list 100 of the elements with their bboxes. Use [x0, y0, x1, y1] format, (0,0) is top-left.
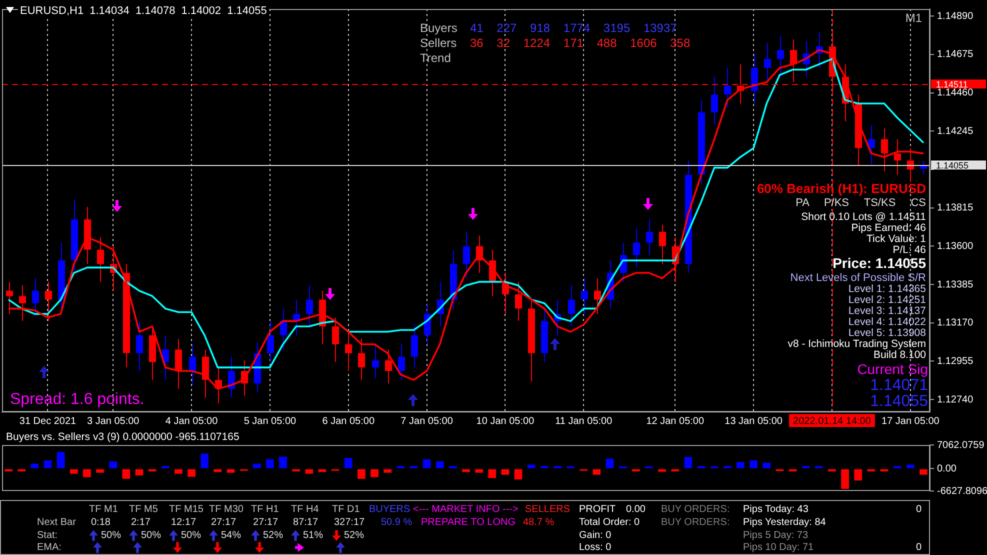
x-tick-label: 10 Jan 05:00	[476, 416, 535, 427]
bar	[841, 469, 849, 489]
candlestick	[332, 316, 339, 363]
candlestick	[97, 236, 104, 282]
annotation: M1	[905, 11, 922, 25]
annotation: P/L: 46	[892, 244, 926, 256]
annotation: Next Levels of Possible S/R	[790, 272, 926, 284]
text: 50%	[141, 530, 162, 541]
annotation: Trend	[420, 51, 451, 65]
bar	[266, 459, 274, 468]
text: 50%	[181, 530, 202, 541]
candlestick	[228, 356, 235, 398]
bar	[436, 461, 444, 468]
bar	[109, 461, 118, 468]
annotation: Current Sig	[857, 361, 928, 377]
text: 0:18	[91, 517, 110, 528]
text: PROFIT	[579, 504, 616, 515]
bar	[122, 469, 130, 479]
bar	[854, 469, 862, 480]
bar	[318, 469, 326, 472]
text: Pips 5 Day: 73	[743, 530, 808, 541]
bar	[44, 460, 52, 468]
bar	[30, 464, 39, 468]
y-tick-label: 1.13385	[937, 279, 974, 290]
y-tick-label: 1.13815	[937, 202, 974, 214]
bar	[906, 464, 914, 468]
annotation: v8 - Ichimoku Trading System	[788, 338, 926, 350]
x-tick-label: 31 Dec 2021	[19, 416, 77, 427]
candlestick	[646, 218, 653, 256]
text: TF M15	[169, 504, 204, 515]
bar	[252, 464, 261, 468]
x-tick-label: 12 Jan 05:00	[646, 416, 704, 427]
text: 52%	[263, 530, 284, 541]
y-tick-label: 1.14245	[937, 126, 974, 137]
text: 51%	[303, 530, 324, 541]
text: 50.9 %	[381, 517, 412, 528]
candlestick	[659, 224, 666, 264]
text: BUYERS	[369, 504, 410, 515]
candlestick	[267, 320, 274, 363]
candlestick	[411, 324, 418, 368]
candlestick	[136, 320, 143, 372]
candlestick	[907, 148, 914, 182]
annotation: 36 32 1224 171 488 1606 358	[470, 36, 690, 50]
text: 54%	[221, 530, 242, 541]
annotation: 60% Bearish (H1): EURUSD	[756, 181, 926, 196]
annotation: Spread: 1.6 points.	[10, 391, 144, 408]
candlestick	[358, 338, 365, 380]
annotation: Pips Earned: 46	[851, 222, 926, 234]
bar	[279, 456, 287, 468]
chart-title: EURUSD,H1 1.14034 1.14078 1.14002 1.14055	[18, 5, 269, 17]
bar	[422, 459, 431, 468]
candlestick	[894, 138, 901, 176]
bar	[488, 469, 496, 478]
annotation: Level 3: 1.14137	[848, 305, 926, 317]
bar	[70, 469, 78, 474]
candlestick	[711, 76, 718, 126]
candlestick	[868, 124, 875, 165]
y-tick-label: 1.13170	[937, 318, 974, 329]
annotation: Level 1: 1.14365	[848, 283, 926, 295]
annotation: Short 0.10 Lots @ 1.14511	[801, 211, 926, 223]
bar	[527, 464, 536, 468]
text: PREPARE TO LONG	[421, 517, 516, 528]
text: 50%	[101, 530, 122, 541]
candlestick	[306, 284, 313, 327]
bar	[684, 456, 692, 468]
x-tick-label: 2022.01.14 14:00	[793, 416, 872, 427]
candlestick	[385, 349, 392, 384]
bar	[750, 460, 758, 468]
text: EMA:	[37, 542, 62, 553]
bar	[501, 469, 510, 475]
y-tick-label: 1.12740	[937, 394, 974, 406]
candlestick	[594, 278, 601, 314]
text: 12:17	[171, 517, 196, 528]
text: Total Order: 0	[579, 517, 640, 528]
text: 48.7 %	[523, 517, 554, 528]
candlestick	[515, 281, 522, 322]
candlestick	[724, 67, 731, 108]
text: 27:17	[253, 517, 278, 528]
bar	[606, 458, 614, 468]
bar	[305, 469, 314, 474]
bar	[344, 458, 352, 468]
candlestick	[280, 308, 287, 350]
x-tick-label: 17 Jan 05:00	[881, 416, 940, 427]
bar	[188, 469, 196, 477]
text: TF H4	[291, 504, 319, 515]
text: TF M30	[209, 504, 244, 515]
text: Stat:	[37, 530, 58, 541]
text: <--- MARKET INFO --->	[413, 504, 518, 515]
text: 87:17	[293, 517, 318, 528]
bar	[762, 462, 771, 468]
annotation: Level 2: 1.14251	[848, 294, 926, 306]
y-tick-label: 1.14890	[937, 10, 974, 22]
text: Loss: 0	[579, 542, 612, 553]
x-tick-label: 7 Jan 05:00	[400, 416, 454, 427]
text: Gain: 0	[579, 530, 612, 541]
bar	[592, 469, 601, 475]
candlestick	[398, 344, 405, 380]
x-tick-label: 6 Jan 05:00	[322, 416, 375, 427]
ref-line-label: 1.14055	[936, 160, 969, 170]
text: BUY ORDERS:	[661, 517, 730, 528]
